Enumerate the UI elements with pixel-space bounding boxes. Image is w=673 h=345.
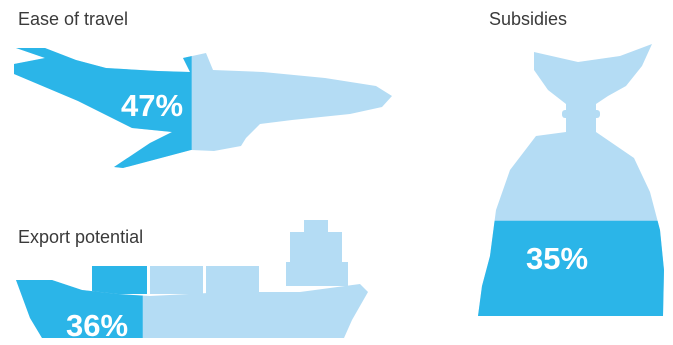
export-potential-group: Export potential 36%: [16, 220, 368, 343]
ship-bridge: [304, 220, 328, 232]
ship-bridge: [290, 232, 342, 262]
money-bag-tie: [562, 110, 600, 118]
ship-container: [150, 266, 203, 294]
ship-container: [92, 266, 147, 294]
subsidies-value: 35%: [526, 241, 588, 276]
subsidies-label: Subsidies: [489, 9, 567, 29]
ease-of-travel-label: Ease of travel: [18, 9, 128, 29]
ease-of-travel-group: Ease of travel 47%: [14, 9, 392, 168]
export-potential-value: 36%: [66, 308, 128, 343]
subsidies-group: Subsidies 35%: [478, 9, 664, 316]
ship-container: [206, 266, 259, 294]
ease-of-travel-value: 47%: [121, 88, 183, 123]
ship-bridge: [286, 262, 348, 286]
export-potential-label: Export potential: [18, 227, 143, 247]
